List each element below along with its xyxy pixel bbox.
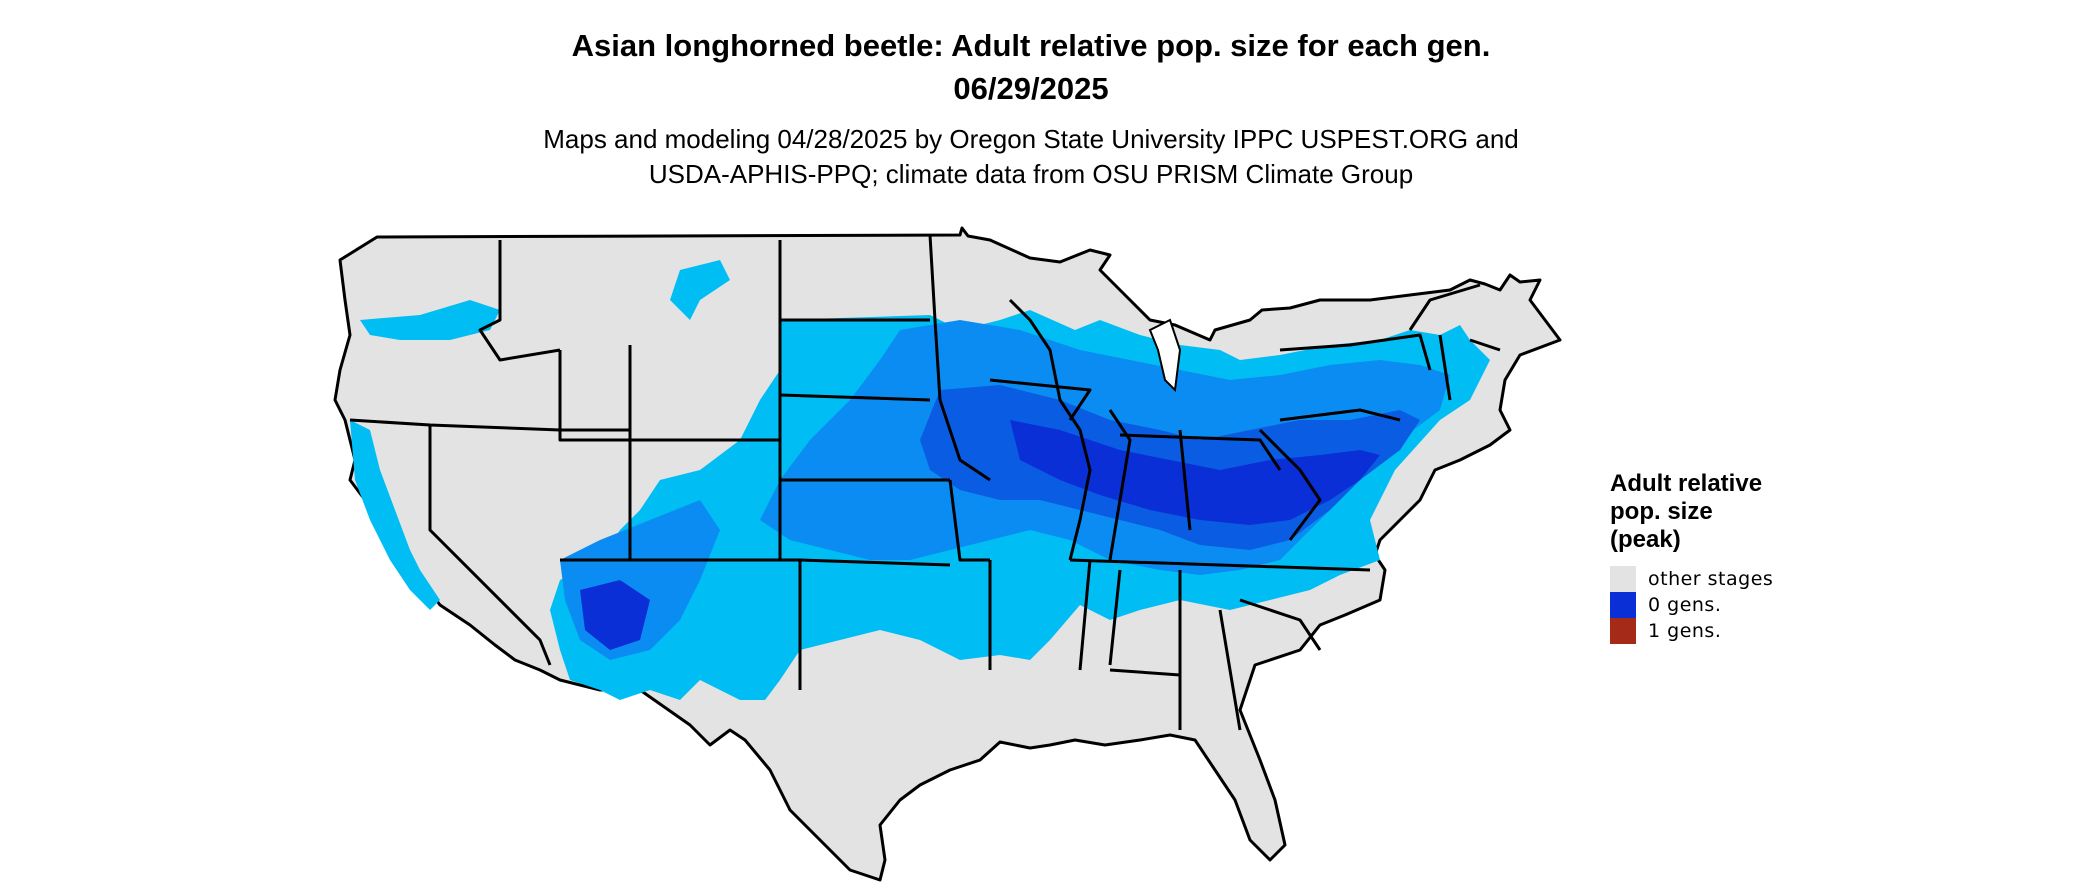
legend-swatch — [1610, 566, 1636, 592]
legend-title-line-2: pop. size — [1610, 498, 1713, 525]
legend: Adult relative pop. size (peak) other st… — [1610, 470, 1810, 644]
region-darkest-blue — [1010, 420, 1380, 525]
legend-label: other stages — [1648, 568, 1774, 590]
legend-item: other stages — [1610, 566, 1810, 592]
legend-title-line-3: (peak) — [1610, 526, 1681, 553]
title-line-1: Asian longhorned beetle: Adult relative … — [571, 28, 1491, 63]
legend-item: 0 gens. — [1610, 592, 1810, 618]
subtitle-line-2: USDA-APHIS-PPQ; climate data from OSU PR… — [648, 159, 1414, 189]
map-subtitle: Maps and modeling 04/28/2025 by Oregon S… — [0, 122, 2062, 192]
legend-item: 1 gens. — [1610, 618, 1810, 644]
great-lakes — [1148, 318, 1182, 393]
legend-title-line-1: Adult relative — [1610, 470, 1763, 497]
subtitle-line-1: Maps and modeling 04/28/2025 by Oregon S… — [543, 124, 1519, 154]
title-line-2: 06/29/2025 — [953, 71, 1109, 106]
legend-label: 1 gens. — [1648, 620, 1722, 642]
state-borders — [349, 234, 1501, 731]
legend-swatch — [1610, 592, 1636, 618]
region-northwest — [360, 300, 500, 340]
region-wyoming-streams — [670, 260, 730, 320]
region-sw-darkest — [580, 580, 650, 650]
legend-label: 0 gens. — [1648, 594, 1722, 616]
map-title: Asian longhorned beetle: Adult relative … — [0, 24, 2062, 110]
region-west-coast — [350, 420, 440, 610]
us-map — [333, 226, 1562, 882]
legend-title: Adult relative pop. size (peak) — [1610, 470, 1810, 554]
legend-swatch — [1610, 618, 1636, 644]
